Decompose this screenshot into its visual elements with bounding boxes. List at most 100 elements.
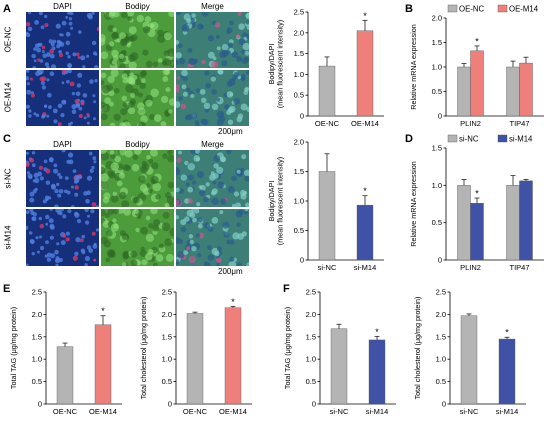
micrograph-si-nc-merge [176, 150, 249, 207]
chart-f-tag: Total TAG (μg/mg protein) 0 0.5 1.0 1.5 2.0 2.… [283, 288, 396, 416]
micrograph-si-nc-dapi [26, 150, 99, 207]
scale-bar-label: 200μm [218, 267, 243, 276]
y-tick-label: 1.5 [306, 332, 316, 341]
y-tick-label: 0.5 [432, 87, 442, 96]
y-tick-label: 1.0 [306, 355, 316, 364]
y-axis-label: Total cholesterol (μg/mg protein) [413, 297, 422, 400]
y-tick-label: 0.5 [162, 377, 172, 386]
row-label-oe-m14: OE-M14 [3, 82, 13, 113]
chart-f-cholesterol: Total cholesterol (μg/mg protein) 0 0.5 1.0… [413, 288, 526, 416]
significance-marker: * [363, 11, 367, 21]
panel-letter-c: C [3, 133, 11, 145]
x-tick-label: si-M14 [496, 407, 519, 416]
bar [356, 30, 374, 117]
legend-swatch [447, 4, 458, 13]
y-tick-label: 0 [168, 400, 172, 409]
microscopy-grid-c: DAPI Bodipy Merge si-NC si-M14 200μm [0, 130, 250, 280]
column-label-merge: Merge [201, 2, 224, 11]
column-label-dapi: DAPI [53, 140, 72, 149]
chart-e-tag: Total TAG (μg/mg protein) 0 0.5 1.0 1.5 2.0 2.… [9, 288, 122, 416]
chart-a-bodipy: Bodipy/DAPI(mean fluorescent intensity) 0… [267, 8, 384, 128]
significance-marker: * [231, 297, 235, 307]
bar [506, 185, 520, 261]
y-tick-label: 0 [442, 400, 446, 409]
y-tick-label: 1.0 [162, 355, 172, 364]
micrograph-oe-nc-bodipy [101, 12, 174, 68]
legend-swatch [497, 4, 508, 13]
bar [506, 66, 520, 117]
y-tick-label: 0 [438, 112, 442, 121]
x-tick-label: PLIN2 [460, 263, 481, 272]
x-tick-label: si-NC [460, 407, 479, 416]
y-tick-label: 2.5 [294, 8, 304, 17]
column-label-merge: Merge [201, 140, 224, 149]
y-tick-label: 2.0 [436, 310, 446, 319]
micrograph-oe-m14-dapi [26, 70, 99, 126]
y-tick-label: 1.5 [294, 167, 304, 176]
chart-d-mrna: Relative mRNA expression 0 0.5 1.0 1.5 * PLIN2… [409, 134, 544, 272]
bar [186, 313, 204, 405]
bar [224, 307, 242, 405]
y-tick-label: 2.5 [436, 288, 446, 297]
panel-letter-d: D [405, 133, 413, 145]
bar [470, 50, 484, 117]
bar [470, 203, 484, 261]
y-tick-label: 0 [438, 256, 442, 265]
significance-marker: * [505, 328, 509, 338]
bar [330, 328, 348, 405]
row-label-si-nc: si-NC [3, 168, 13, 188]
micrograph-si-m14-bodipy [101, 209, 174, 266]
bar [56, 346, 74, 405]
bar [519, 62, 533, 117]
y-tick-label: 0 [38, 400, 42, 409]
micrograph-oe-nc-merge [176, 12, 249, 68]
micrograph-si-m14-merge [176, 209, 249, 266]
y-axis-label: Total TAG (μg/mg protein) [9, 307, 18, 389]
y-axis-label: Relative mRNA expression [409, 161, 418, 246]
panel-letter-f: F [283, 283, 290, 295]
y-tick-label: 0 [300, 112, 304, 121]
y-tick-label: 2.5 [32, 288, 42, 297]
y-axis-label: Bodipy/DAPI(mean fluorescent intensity) [267, 20, 285, 108]
micrograph-si-nc-bodipy [101, 150, 174, 207]
x-tick-label: OE-M14 [351, 119, 379, 128]
y-tick-label: 1.5 [432, 38, 442, 47]
bar [318, 171, 336, 261]
bar [318, 65, 336, 117]
legend-label: OE-NC [459, 5, 484, 14]
column-label-bodipy: Bodipy [125, 2, 150, 11]
y-tick-label: 2.5 [306, 288, 316, 297]
y-tick-label: 2.0 [162, 310, 172, 319]
y-tick-label: 0 [300, 256, 304, 265]
x-tick-label: si-M14 [354, 263, 377, 272]
x-tick-label: OE-NC [315, 119, 340, 128]
legend-swatch [497, 134, 508, 143]
y-axis-label: Relative mRNA expression [409, 24, 418, 109]
y-axis-label: Total TAG (μg/mg protein) [283, 307, 292, 389]
y-tick-label: 2.0 [294, 138, 304, 147]
legend-label: si-NC [459, 135, 479, 144]
y-tick-label: 0.5 [432, 218, 442, 227]
y-tick-label: 2.0 [294, 28, 304, 37]
significance-marker: * [101, 306, 105, 316]
y-tick-label: 0.5 [294, 226, 304, 235]
y-tick-label: 1.0 [436, 355, 446, 364]
y-tick-label: 1.0 [294, 70, 304, 79]
y-tick-label: 1.0 [432, 181, 442, 190]
y-tick-label: 1.5 [32, 332, 42, 341]
significance-marker: * [475, 189, 479, 199]
y-tick-label: 1.5 [436, 332, 446, 341]
micrograph-si-m14-dapi [26, 209, 99, 266]
x-tick-label: si-NC [318, 263, 337, 272]
bar [457, 66, 471, 117]
y-tick-label: 0.5 [32, 377, 42, 386]
x-tick-label: OE-M14 [219, 407, 247, 416]
y-tick-label: 0 [312, 400, 316, 409]
row-label-si-m14: si-M14 [3, 225, 13, 250]
y-tick-label: 2.5 [162, 288, 172, 297]
x-tick-label: OE-M14 [89, 407, 117, 416]
scale-bar-label: 200μm [218, 127, 243, 136]
y-axis-label: Bodipy/DAPI(mean fluorescent intensity) [267, 157, 285, 245]
x-tick-label: si-M14 [366, 407, 389, 416]
y-tick-label: 0.5 [294, 91, 304, 100]
